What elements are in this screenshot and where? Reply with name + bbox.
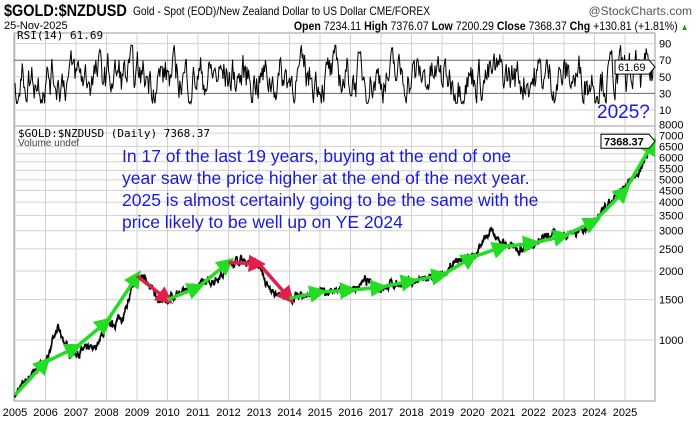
x-tick-label: 2024 xyxy=(582,407,606,419)
source-credit: @StockCharts.com xyxy=(588,4,692,18)
x-tick-label: 2019 xyxy=(430,407,454,419)
up-arrow xyxy=(563,217,601,238)
rsi-tick-label: 70 xyxy=(659,55,671,67)
down-arrow xyxy=(228,254,266,273)
up-arrow xyxy=(105,270,141,323)
x-tick-label: 2007 xyxy=(64,407,88,419)
ticker-description: Gold - Spot (EOD)/New Zealand Dollar to … xyxy=(133,4,431,18)
up-arrow xyxy=(196,258,234,289)
close-label: Close xyxy=(496,19,526,33)
x-tick-label: 2015 xyxy=(308,407,332,419)
up-arrow xyxy=(13,357,51,397)
volume-label: Volume undef xyxy=(18,138,80,149)
annotation-2025: 2025? xyxy=(597,102,650,123)
up-arrow xyxy=(319,282,358,300)
up-arrow xyxy=(166,283,205,302)
up-arrow xyxy=(623,137,656,192)
chg-value: +130.81 (+1.81%) xyxy=(592,19,678,33)
rsi-tick-label: 90 xyxy=(659,39,671,51)
y-tick-label: 5000 xyxy=(659,174,683,186)
rsi-tag xyxy=(614,59,656,75)
rsi-label: RSI(14) 61.69 xyxy=(17,29,104,42)
y-tick-label: 8000 xyxy=(659,119,683,131)
y-tick-label: 4500 xyxy=(659,185,683,197)
y-tick-label: 6500 xyxy=(659,141,683,153)
open-label: Open xyxy=(293,19,321,33)
x-tick-label: 2005 xyxy=(3,407,27,419)
x-tick-label: 2022 xyxy=(521,407,545,419)
y-tick-label: 7000 xyxy=(659,130,683,142)
price-tag xyxy=(600,133,656,149)
chg-label: Chg xyxy=(569,19,590,33)
x-tick-label: 2023 xyxy=(552,407,576,419)
x-tick-label: 2018 xyxy=(399,407,423,419)
x-tick-label: 2008 xyxy=(94,407,118,419)
up-triangle-icon: ▲ xyxy=(680,22,688,32)
y-tick-label: 2000 xyxy=(659,266,683,278)
up-arrow xyxy=(533,229,571,247)
x-tick-label: 2009 xyxy=(125,407,149,419)
up-arrow xyxy=(502,235,541,254)
up-arrow xyxy=(289,285,327,303)
y-tick-label: 3000 xyxy=(659,226,683,238)
x-tick-label: 2012 xyxy=(216,407,240,419)
y-tick-label: 1500 xyxy=(659,295,683,307)
price-label: $GOLD:$NZDUSD (Daily) 7368.37 xyxy=(18,127,211,140)
close-value: 7368.37 xyxy=(528,19,567,33)
y-tick-label: 1000 xyxy=(659,335,683,347)
up-arrow xyxy=(380,274,419,292)
up-arrow xyxy=(74,317,112,349)
x-tick-label: 2014 xyxy=(277,407,301,419)
up-arrow xyxy=(411,268,449,286)
ohlc-summary: Open 7234.11 High 7376.07 Low 7200.29 Cl… xyxy=(293,19,688,33)
y-tick-label: 6000 xyxy=(659,152,683,164)
x-tick-label: 2021 xyxy=(491,407,515,419)
x-tick-label: 2010 xyxy=(155,407,179,419)
up-arrow xyxy=(471,241,510,259)
rsi-tag-text: 61.69 xyxy=(618,62,646,74)
down-arrow xyxy=(257,262,295,304)
up-arrow xyxy=(350,279,388,297)
x-tick-label: 2025 xyxy=(613,407,637,419)
open-value: 7234.11 xyxy=(323,19,361,33)
y-tick-label: 5500 xyxy=(659,163,683,175)
rsi-line xyxy=(14,44,654,106)
x-tick-label: 2006 xyxy=(33,407,57,419)
ticker-symbol: $GOLD:$NZDUSD xyxy=(4,1,127,20)
rsi-tick-label: 10 xyxy=(659,105,671,117)
down-arrow xyxy=(135,274,174,304)
low-label: Low xyxy=(431,19,453,33)
high-value: 7376.07 xyxy=(390,19,429,33)
x-tick-label: 2016 xyxy=(338,407,362,419)
x-tick-label: 2011 xyxy=(186,407,210,419)
rsi-tick-label: 50 xyxy=(659,72,671,84)
y-tick-label: 2500 xyxy=(659,244,683,256)
x-tick-label: 2020 xyxy=(460,407,484,419)
low-value: 7200.29 xyxy=(455,19,494,33)
price-tag-text: 7368.37 xyxy=(604,136,644,148)
rsi-tick-label: 30 xyxy=(659,88,671,100)
price-panel xyxy=(13,125,656,402)
high-label: High xyxy=(363,19,388,33)
up-arrow xyxy=(593,185,630,223)
y-tick-label: 4000 xyxy=(659,197,683,209)
up-arrow xyxy=(441,253,479,277)
annotation-text: In 17 of the last 19 years, buying at th… xyxy=(122,146,539,232)
y-tick-label: 3500 xyxy=(659,210,683,222)
chart-date: 25-Nov-2025 xyxy=(4,20,68,32)
x-tick-label: 2017 xyxy=(369,407,393,419)
up-arrow xyxy=(44,343,83,364)
x-tick-label: 2013 xyxy=(247,407,271,419)
